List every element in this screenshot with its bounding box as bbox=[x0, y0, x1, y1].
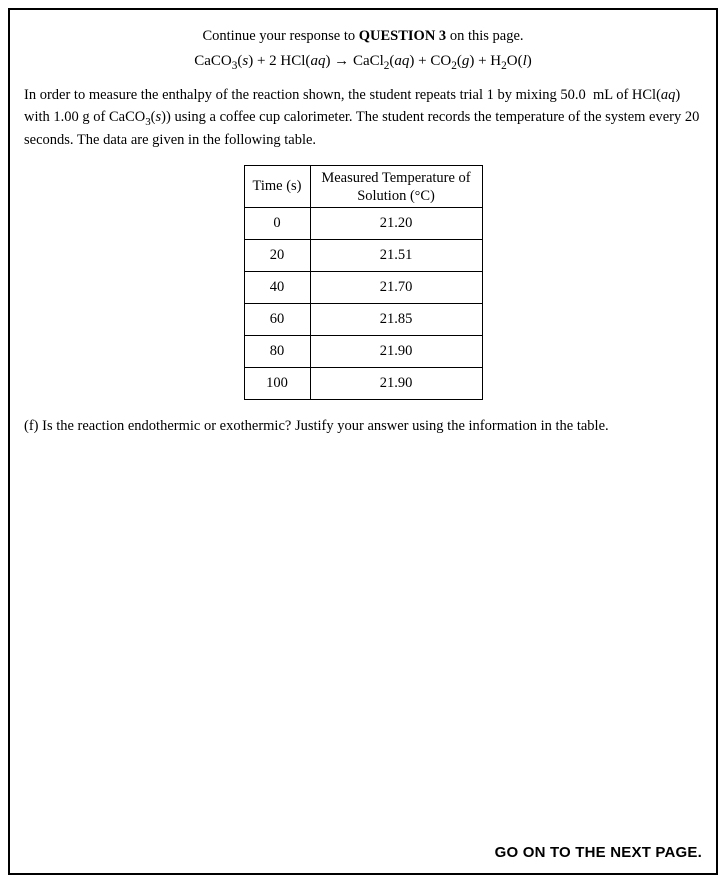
cell-time: 20 bbox=[244, 240, 310, 272]
table-header-row: Time (s) Measured Temperature of Solutio… bbox=[244, 166, 482, 208]
cell-time: 60 bbox=[244, 304, 310, 336]
header-suffix: on this page. bbox=[446, 28, 523, 44]
eq-caco3-state: s bbox=[242, 53, 248, 69]
para-p2-sub: 3 bbox=[145, 116, 150, 128]
eq-plus-a: + 2 HCl( bbox=[253, 53, 310, 69]
col-temp-line2b: C) bbox=[420, 188, 435, 204]
table-row: 20 21.51 bbox=[244, 240, 482, 272]
col-temp-line2a: Solution ( bbox=[357, 188, 415, 204]
cell-time: 0 bbox=[244, 208, 310, 240]
eq-plus-b: ) + CO bbox=[409, 53, 451, 69]
eq-cacl2-base: CaCl bbox=[353, 53, 384, 69]
eq-co2-sub: 2 bbox=[451, 60, 457, 72]
col-header-time: Time (s) bbox=[244, 166, 310, 208]
para-p1: In order to measure the enthalpy of the … bbox=[24, 87, 661, 103]
cell-time: 100 bbox=[244, 368, 310, 400]
cell-temp: 21.70 bbox=[310, 272, 482, 304]
table-row: 60 21.85 bbox=[244, 304, 482, 336]
page-border: Continue your response to QUESTION 3 on … bbox=[8, 8, 718, 875]
table-row: 40 21.70 bbox=[244, 272, 482, 304]
eq-end: ) bbox=[527, 53, 532, 69]
temperature-table: Time (s) Measured Temperature of Solutio… bbox=[244, 165, 483, 400]
table-row: 80 21.90 bbox=[244, 336, 482, 368]
cell-temp: 21.90 bbox=[310, 368, 482, 400]
intro-paragraph: In order to measure the enthalpy of the … bbox=[24, 84, 702, 151]
eq-cacl2-sub: 2 bbox=[384, 60, 390, 72]
cell-temp: 21.85 bbox=[310, 304, 482, 336]
cell-temp: 21.20 bbox=[310, 208, 482, 240]
para-p2-state: s bbox=[156, 109, 162, 125]
table-row: 0 21.20 bbox=[244, 208, 482, 240]
eq-arrow: ) → bbox=[325, 53, 353, 69]
data-table-wrap: Time (s) Measured Temperature of Solutio… bbox=[24, 165, 702, 400]
question-f: (f) Is the reaction endothermic or exoth… bbox=[24, 418, 702, 435]
cell-temp: 21.90 bbox=[310, 336, 482, 368]
header-instruction: Continue your response to QUESTION 3 on … bbox=[24, 28, 702, 45]
eq-h2o-o: O( bbox=[507, 53, 523, 69]
eq-cacl2-state: aq bbox=[394, 53, 409, 69]
eq-plus-c: ) + H bbox=[469, 53, 501, 69]
eq-caco3-sub: 3 bbox=[232, 60, 238, 72]
col-temp-line1: Measured Temperature of bbox=[321, 170, 470, 186]
chemical-equation: CaCO3(s) + 2 HCl(aq) → CaCl2(aq) + CO2(g… bbox=[24, 53, 702, 70]
para-p1-state: aq bbox=[661, 87, 676, 103]
cell-time: 40 bbox=[244, 272, 310, 304]
table-row: 100 21.90 bbox=[244, 368, 482, 400]
col-header-temp: Measured Temperature of Solution (°C) bbox=[310, 166, 482, 208]
cell-time: 80 bbox=[244, 336, 310, 368]
header-prefix: Continue your response to bbox=[202, 28, 358, 44]
footer-next-page: GO ON TO THE NEXT PAGE. bbox=[495, 844, 702, 861]
header-question-ref: QUESTION 3 bbox=[359, 28, 446, 44]
eq-hcl-state: aq bbox=[310, 53, 325, 69]
eq-caco3-base: CaCO bbox=[194, 53, 232, 69]
cell-temp: 21.51 bbox=[310, 240, 482, 272]
